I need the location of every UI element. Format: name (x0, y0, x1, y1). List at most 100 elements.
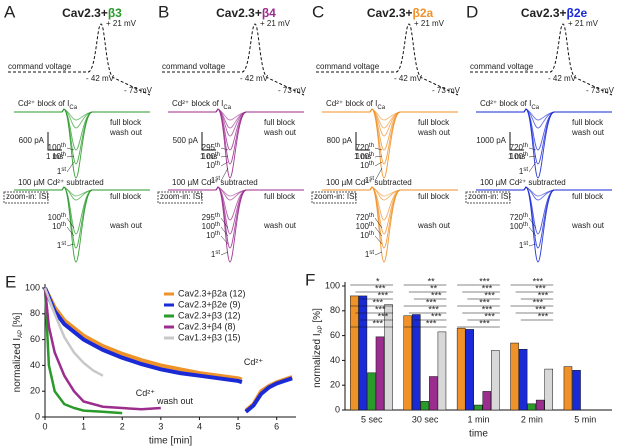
sig-label: ** (428, 276, 436, 286)
command-voltage (316, 23, 459, 96)
sweep-num: 720 (510, 213, 524, 222)
low-label: - 73 mV (432, 86, 461, 95)
sweep-suffix: th (215, 152, 220, 158)
annotation: wash out (156, 396, 194, 406)
current-trace (14, 108, 150, 179)
y-tick-label: 100 (325, 280, 340, 290)
sweep-suffix: th (369, 152, 374, 158)
title-beta: β4 (262, 6, 276, 20)
title-prefix: Cav2.3+ (521, 6, 567, 20)
current-trace (14, 186, 150, 201)
wash-out-label: wash out (263, 221, 297, 230)
leader (66, 147, 75, 151)
scale-bar (509, 132, 524, 151)
low-label: - 73 mV (278, 86, 307, 95)
block-text: Cd²⁺ block of I (326, 99, 377, 108)
sweep-label: 100th (48, 213, 66, 223)
sweep-label: 10th (360, 231, 374, 241)
low-label: - 73 mV (124, 86, 153, 95)
leader (66, 155, 75, 158)
leader (528, 155, 537, 158)
current-trace (322, 186, 458, 263)
panel-title: Cav2.3+β3 (62, 6, 122, 20)
series-line (43, 287, 161, 411)
sweep-suffix: th (215, 143, 220, 149)
sig-label: *** (426, 318, 437, 328)
bar (412, 314, 421, 411)
y-label-sub: AP (318, 325, 324, 333)
y-label-end: [%] (12, 312, 23, 329)
sig-label: *** (482, 283, 493, 293)
full-block-label: full block (418, 118, 450, 127)
sweep-label: 1st (365, 176, 374, 186)
y-tick-label: 40 (30, 360, 40, 370)
bar (375, 336, 385, 411)
sweep-label: 720th (356, 213, 374, 223)
x-axis-label: time [min] (149, 436, 193, 446)
x-tick-label: 5 sec (361, 414, 383, 424)
current-trace (476, 108, 612, 179)
legend-label: Cav2.3+β2a (12) (178, 288, 245, 298)
scale-time: 1 ms (200, 152, 217, 161)
zoom-label: zoom-in: ISI (468, 192, 511, 201)
full-block-label: full block (572, 192, 604, 201)
series-line (43, 287, 104, 377)
command-label: command voltage (8, 62, 72, 71)
bar (403, 315, 413, 411)
sweep-num: 100 (202, 152, 216, 161)
peak-label: + 21 mV (414, 19, 445, 28)
scale-current: 1000 pA (476, 136, 506, 145)
sweep-label: 295th (202, 213, 220, 223)
sweep-num: 10 (206, 231, 215, 240)
sweep-label: 100th (202, 222, 220, 232)
y-axis-label: normalized IAP [%] (12, 312, 24, 392)
wash-out-label: wash out (417, 221, 451, 230)
current-trace (168, 108, 304, 179)
y-tick-label: 80 (30, 308, 40, 318)
legend-label: Cav2.3+β2e (9) (178, 299, 240, 309)
sig-label: *** (378, 290, 389, 300)
x-axis-label: time (469, 429, 488, 440)
sweep-num: 10 (206, 161, 215, 170)
sig-label: *** (535, 283, 546, 293)
peak-label: + 21 mV (106, 19, 137, 28)
leader (528, 161, 537, 173)
sweep-num: 720 (356, 213, 370, 222)
sweep-suffix: st (61, 241, 66, 247)
command-label: command voltage (162, 62, 226, 71)
bar (572, 370, 581, 411)
full-block-label: full block (110, 192, 142, 201)
sweep-num: 10 (52, 222, 61, 231)
sweep-label: 1st (211, 176, 220, 186)
sig-label: ** (430, 283, 438, 293)
sweep-suffix: th (369, 213, 374, 219)
sweep-suffix: th (61, 152, 66, 158)
zoom-box (157, 191, 203, 204)
sig-label: *** (426, 297, 437, 307)
sweep-suffix: st (215, 176, 220, 182)
bar (563, 366, 573, 411)
y-label-main: normalized I (12, 338, 23, 392)
wash-out-label: wash out (417, 128, 451, 137)
series-line (43, 287, 123, 415)
wash-out-label: wash out (109, 128, 143, 137)
bar (465, 329, 474, 411)
sig-label: *** (428, 304, 439, 314)
wash-out-label: wash out (109, 221, 143, 230)
title-beta: β2e (567, 6, 588, 20)
sweep-suffix: st (61, 167, 66, 173)
mid-label: - 42 mV (394, 74, 423, 83)
sig-label: *** (538, 290, 549, 300)
x-tick-label: 3 (158, 421, 163, 431)
leader (220, 167, 229, 182)
panel-title: Cav2.3+β4 (216, 6, 276, 20)
title-beta: β3 (108, 6, 122, 20)
sweep-num: 10 (360, 161, 369, 170)
leader (220, 251, 229, 256)
sweep-num: 1 (519, 241, 524, 250)
sweep-label: 1st (365, 250, 374, 260)
sig-label: *** (372, 318, 383, 328)
sweep-label: 10th (206, 161, 220, 171)
mid-label: - 42 mV (548, 74, 577, 83)
y-tick-label: 0 (335, 404, 340, 414)
